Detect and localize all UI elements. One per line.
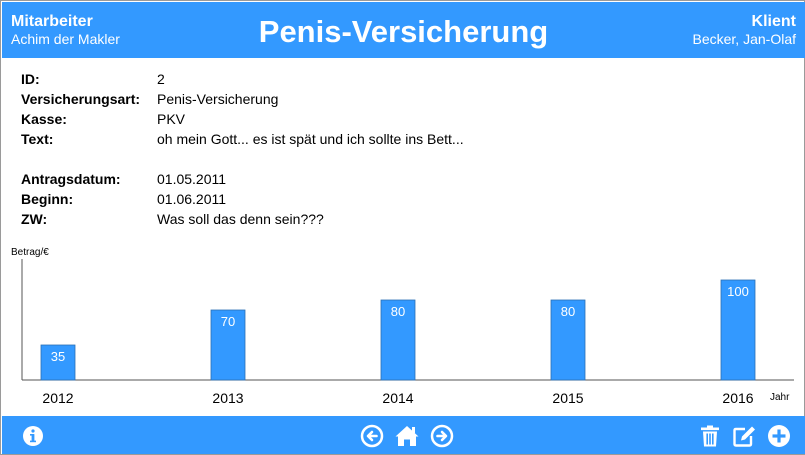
bar-group: 35 2012 70 2013 80 2014 80 2015 100 2016 <box>40 279 756 406</box>
insurance-type-value: Penis-Versicherung <box>157 91 279 107</box>
x-tick-label: 2012 <box>42 390 73 406</box>
bar-2013 <box>210 309 246 381</box>
detail-row-antrag: Antragsdatum: 01.05.2011 <box>21 170 464 190</box>
zw-value: Was soll das denn sein??? <box>157 211 324 227</box>
header-bar: Mitarbeiter Achim der Makler Penis-Versi… <box>2 2 805 58</box>
bar-2016 <box>720 279 756 381</box>
employee-role-label: Mitarbeiter <box>11 13 93 30</box>
footer-toolbar <box>2 416 805 454</box>
detail-row-type: Versicherungsart: Penis-Versicherung <box>21 90 464 110</box>
x-tick-label: 2015 <box>552 390 583 406</box>
beginn-value: 01.06.2011 <box>157 191 227 207</box>
home-button[interactable] <box>394 424 420 448</box>
bar-value-label: 80 <box>561 304 575 319</box>
client-block: Klient Becker, Jan-Olaf <box>693 12 797 47</box>
client-name: Becker, Jan-Olaf <box>692 31 797 47</box>
forward-button[interactable] <box>430 424 454 448</box>
contract-details: ID: 2 Versicherungsart: Penis-Versicherung… <box>21 70 464 230</box>
bar-2012 <box>40 344 76 381</box>
kasse-label: Kasse: <box>21 111 67 127</box>
chart-svg: Betrag/€ Jahr 35 2012 70 2013 80 2014 80 2015 10… <box>11 247 794 406</box>
beginn-label: Beginn: <box>21 191 74 207</box>
bar-value-label: 80 <box>391 304 405 319</box>
y-axis-label: Betrag/€ <box>11 247 49 258</box>
detail-row-text: Text: oh mein Gott... es ist spät und ich… <box>21 130 464 150</box>
info-button[interactable] <box>21 424 45 448</box>
id-label: ID: <box>21 71 40 87</box>
bar-value-label: 100 <box>727 284 749 299</box>
employee-name: Achim der Makler <box>11 31 120 47</box>
kasse-value: PKV <box>157 111 186 127</box>
payment-chart: Betrag/€ Jahr 35 2012 70 2013 80 2014 80 2015 10… <box>2 237 805 415</box>
bar-value-label: 70 <box>221 314 235 329</box>
bar-2014 <box>380 299 416 381</box>
x-tick-label: 2013 <box>212 390 243 406</box>
insurance-type-label: Versicherungsart: <box>21 91 141 107</box>
detail-row-zw: ZW: Was soll das denn sein??? <box>21 210 464 230</box>
plus-circle-icon <box>768 425 790 447</box>
page-title: Penis-Versicherung <box>258 14 549 49</box>
client-role-label: Klient <box>751 13 796 30</box>
zw-label: ZW: <box>21 211 48 227</box>
trash-icon <box>701 425 719 447</box>
text-value: oh mein Gott... es ist spät und ich soll… <box>157 131 464 147</box>
edit-icon <box>733 426 755 447</box>
arrow-right-circle-icon <box>430 424 454 448</box>
edit-button[interactable] <box>732 424 756 448</box>
x-axis-label: Jahr <box>770 392 790 403</box>
home-icon <box>395 426 419 446</box>
antrag-label: Antragsdatum: <box>21 171 121 187</box>
delete-button[interactable] <box>698 424 722 448</box>
info-circle-icon <box>23 426 43 446</box>
text-label: Text: <box>21 131 54 147</box>
employee-block: Mitarbeiter Achim der Makler <box>11 12 120 47</box>
back-button[interactable] <box>360 424 384 448</box>
detail-row-kasse: Kasse: PKV <box>21 110 464 130</box>
bar-2015 <box>550 299 586 381</box>
detail-spacer <box>21 150 464 170</box>
detail-row-beginn: Beginn: 01.06.2011 <box>21 190 464 210</box>
id-value: 2 <box>157 71 165 87</box>
x-tick-label: 2016 <box>722 390 753 406</box>
bar-value-label: 35 <box>51 349 65 364</box>
antrag-value: 01.05.2011 <box>157 171 227 187</box>
add-button[interactable] <box>767 424 791 448</box>
arrow-left-circle-icon <box>360 424 384 448</box>
detail-row-id: ID: 2 <box>21 70 464 90</box>
x-tick-label: 2014 <box>382 390 413 406</box>
